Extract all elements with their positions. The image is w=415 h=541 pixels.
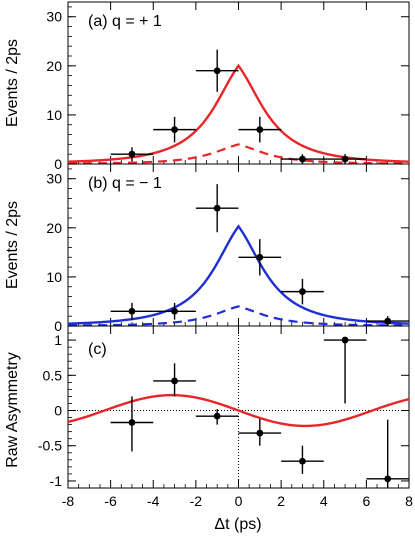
y-tick-label-b: 30 xyxy=(46,171,62,187)
data-point-a xyxy=(256,126,264,134)
data-point-a xyxy=(299,155,306,163)
data-point-b xyxy=(171,307,178,315)
data-point-a xyxy=(171,126,178,134)
y-tick-label-c: 1 xyxy=(54,332,62,348)
panel-c-label: (c) xyxy=(88,341,107,358)
data-point-b xyxy=(256,253,264,261)
y-tick-label-b: 20 xyxy=(46,220,62,236)
data-point-c xyxy=(128,419,136,426)
y-tick-label-c: 0.5 xyxy=(43,367,63,383)
y-tick-label-c: 0 xyxy=(54,403,62,419)
x-tick-label: -4 xyxy=(147,493,160,509)
data-point-a xyxy=(213,67,221,75)
x-tick-label: -2 xyxy=(190,493,203,509)
x-tick-label: -6 xyxy=(104,493,117,509)
x-tick-label: 8 xyxy=(405,493,413,509)
data-point-b xyxy=(213,204,221,212)
data-point-a xyxy=(128,150,136,158)
background-curve-a xyxy=(67,143,410,165)
y-tick-label-c: -0.5 xyxy=(38,438,62,454)
y-tick-label-a: 0 xyxy=(54,156,62,172)
data-point-c xyxy=(171,377,178,385)
y-tick-label-a: 20 xyxy=(46,58,62,74)
panel-a-label: (a) q = + 1 xyxy=(88,13,162,30)
y-tick-label-b: 0 xyxy=(54,318,62,334)
asymmetry-fit-curve xyxy=(67,393,410,428)
panel-a: (a) q = + 1 Events / 2ps 0 10 20 30 xyxy=(4,1,410,172)
y-tick-label-c: -1 xyxy=(50,473,63,489)
y-tick-label-b: 10 xyxy=(46,269,62,285)
panel-a-ylabel: Events / 2ps xyxy=(4,39,21,127)
data-point-c xyxy=(299,457,306,465)
x-tick-label: 0 xyxy=(235,493,243,509)
panel-c: (c) Raw Asymmetry Δt (ps) -1 -0.5 0 0.5 1 -8 -… xyxy=(4,325,413,533)
background-curve-b xyxy=(67,305,410,327)
data-point-c xyxy=(384,475,392,483)
data-point-b xyxy=(128,307,136,315)
data-point-c xyxy=(256,429,264,437)
data-point-a xyxy=(341,155,349,163)
panel-b-ylabel: Events / 2ps xyxy=(4,201,21,289)
y-tick-label-a: 10 xyxy=(46,107,62,123)
panel-c-ylabel: Raw Asymmetry xyxy=(4,352,21,468)
fit-curve-a xyxy=(67,63,410,163)
panel-b: (b) q = − 1 Events / 2ps 0 10 20 30 xyxy=(4,163,410,334)
data-point-c xyxy=(213,412,221,420)
x-axis-label: Δt (ps) xyxy=(214,516,261,533)
x-tick-label: 2 xyxy=(277,493,285,509)
data-point-c xyxy=(341,336,349,344)
data-point-b xyxy=(299,288,306,296)
panel-b-label: (b) q = − 1 xyxy=(88,175,162,192)
fit-curve-b xyxy=(67,224,410,325)
data-point-b xyxy=(384,317,392,325)
y-tick-label-a: 30 xyxy=(46,9,62,25)
x-tick-label: 6 xyxy=(362,493,370,509)
x-tick-label: -8 xyxy=(62,493,75,509)
x-tick-label: 4 xyxy=(320,493,328,509)
